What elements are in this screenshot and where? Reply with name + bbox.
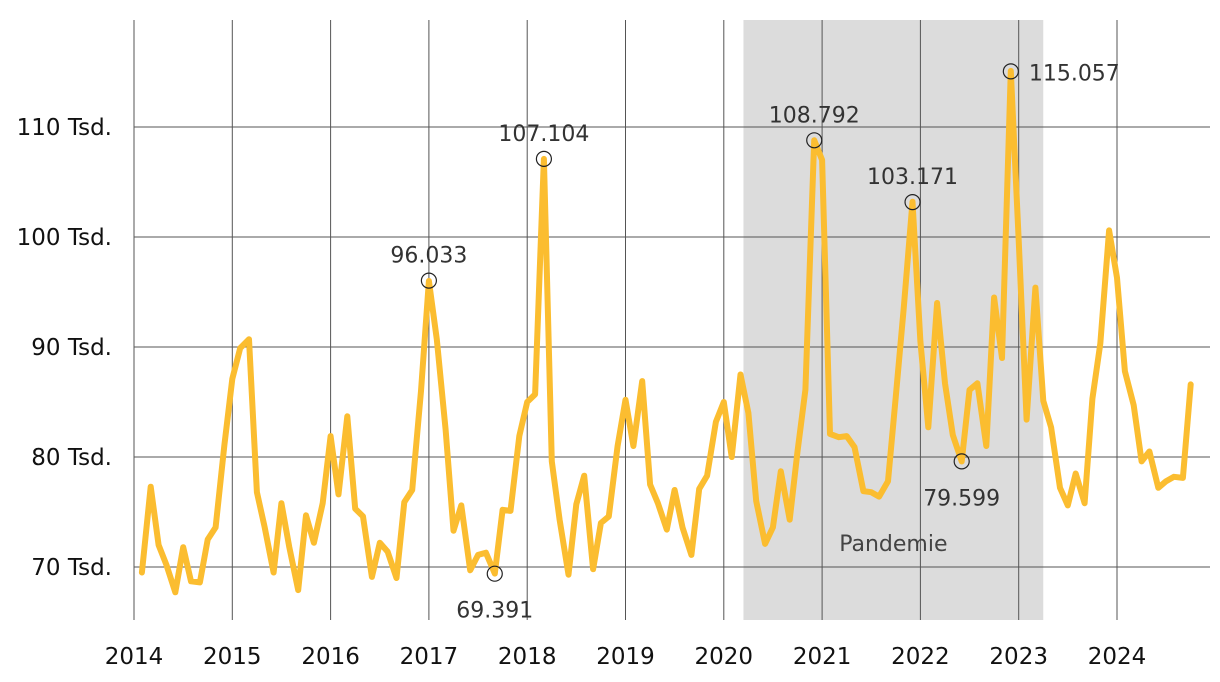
series-layer [138,67,1194,596]
y-tick-label: 100 Tsd. [17,225,112,251]
x-tick-label: 2018 [498,644,557,670]
annotation-marker [486,565,503,582]
annotation-marker [904,194,921,211]
annotation-label: 107.104 [498,122,589,147]
series-line [138,67,1194,596]
x-tick-label: 2015 [203,644,262,670]
x-tick-label: 2022 [891,644,950,670]
x-tick-label: 2021 [793,644,852,670]
annotation-label: 69.391 [456,599,533,624]
annotation-marker [420,272,437,289]
label-layer: Pandemie 2014 2015 2016 2017 2018 2019 2020 2021… [17,61,1147,670]
pandemic-band-label: Pandemie [839,532,947,557]
x-tick-label: 2017 [400,644,459,670]
x-tick-label: 2019 [596,644,655,670]
annotation-marker [1002,63,1019,80]
annotation-label: 115.057 [1029,61,1120,86]
annotation-label: 96.033 [390,244,467,269]
x-tick-label: 2024 [1088,644,1147,670]
annotation-label: 103.171 [867,165,958,190]
annotation-marker [953,453,970,470]
y-tick-label: 70 Tsd. [31,555,112,581]
annotation-label: 108.792 [769,103,860,128]
x-tick-label: 2016 [301,644,360,670]
y-tick-label: 90 Tsd. [31,335,112,361]
y-tick-label: 80 Tsd. [31,445,112,471]
grid-layer [133,20,1210,620]
x-tick-label: 2014 [105,644,164,670]
y-tick-label: 110 Tsd. [17,115,112,141]
x-tick-label: 2023 [989,644,1048,670]
annotation-marker-layer [420,63,1019,582]
annotation-marker [806,132,823,149]
annotation-label: 79.599 [923,486,1000,511]
annotation-marker [535,150,553,167]
x-tick-label: 2020 [695,644,754,670]
